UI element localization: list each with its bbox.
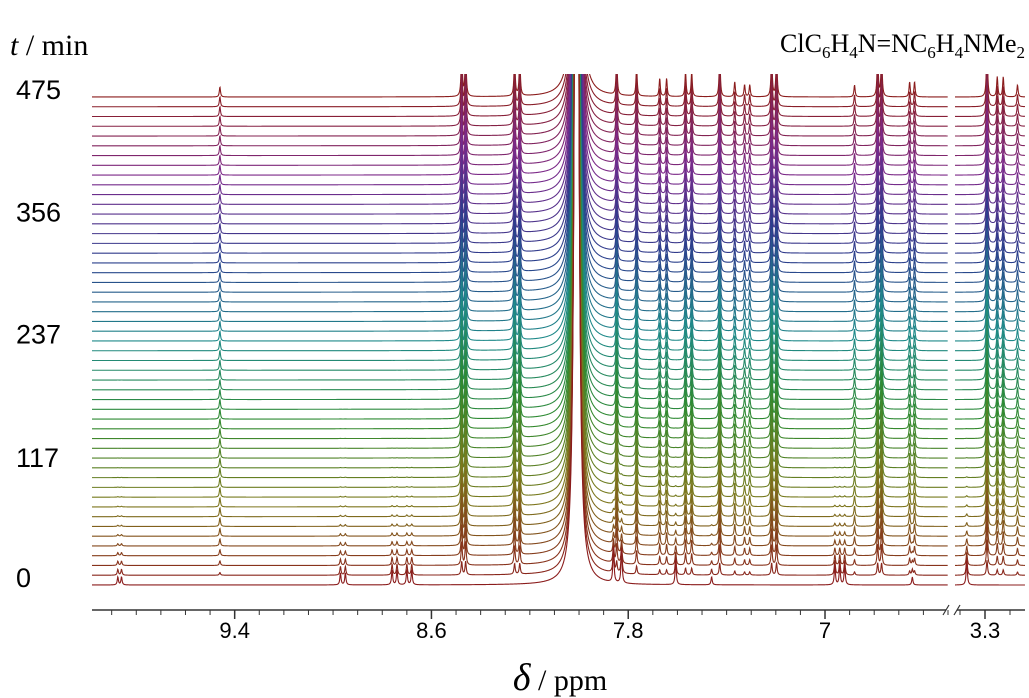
spectrum-trace [92, 74, 1025, 283]
spectrum-trace [92, 74, 1025, 118]
spectrum-trace [92, 74, 1025, 381]
traces [91, 74, 1025, 586]
spectrum-trace [92, 74, 1025, 410]
spectrum-trace [92, 74, 1025, 449]
spectrum-trace [92, 74, 1025, 371]
spectrum-trace [92, 74, 1025, 196]
spectrum-trace [92, 74, 1025, 205]
spectrum-trace [92, 74, 1025, 186]
y-tick-label: 475 [16, 75, 61, 105]
spectrum-trace [92, 74, 1025, 440]
spectrum-trace [92, 74, 1025, 98]
spectrum-trace [92, 74, 1025, 557]
x-tick-label: 8.6 [416, 618, 447, 643]
spectrum-trace [92, 74, 1025, 274]
spectrum-trace [92, 74, 1025, 157]
spectrum-trace [92, 74, 1025, 293]
spectrum-trace [92, 74, 1025, 586]
chart-title: ClC6H4N=NC6H4NMe2 [780, 29, 1025, 62]
spectrum-trace [92, 74, 1025, 225]
spectrum-trace [92, 74, 1025, 469]
spectrum-trace [92, 74, 1025, 147]
spectrum-trace [92, 74, 1025, 127]
spectrum-trace [92, 74, 1025, 264]
x-axis-label: δ / ppm [513, 657, 607, 698]
spectrum-trace [92, 74, 1025, 488]
spectrum-trace [92, 74, 1025, 352]
spectrum-trace [92, 74, 1025, 166]
y-tick-label: 356 [16, 197, 61, 227]
spectrum-trace [92, 74, 1025, 527]
spectrum-trace [92, 74, 1025, 244]
x-tick-label: 9.4 [219, 618, 250, 643]
spectrum-trace [92, 74, 1025, 391]
spectrum-trace [92, 74, 1025, 498]
spectrum-trace [92, 74, 1025, 479]
x-tick-label: 7.8 [613, 618, 644, 643]
spectrum-trace [92, 74, 1025, 459]
spectrum-trace [92, 74, 1025, 323]
spectrum-trace [91, 74, 1025, 576]
x-tick-label: 3.3 [970, 618, 1001, 643]
spectrum-trace [92, 74, 1025, 235]
spectrum-trace [92, 74, 1025, 547]
spectrum-trace [92, 74, 1025, 401]
y-tick-label: 0 [16, 563, 31, 593]
spectrum-trace [92, 74, 1025, 332]
spectrum-trace [92, 74, 1025, 537]
spectrum-trace [92, 74, 1025, 303]
spectrum-trace [92, 74, 1025, 313]
x-tick-label: 7 [819, 618, 831, 643]
spectrum-trace [92, 74, 1025, 215]
y-axis-label: t / min [10, 29, 88, 62]
axis-break [942, 604, 950, 616]
spectrum-trace [92, 74, 1025, 508]
spectrum-trace [92, 74, 1025, 420]
spectrum-trace [92, 74, 1025, 518]
spectrum-trace [92, 74, 1025, 137]
y-tick-label: 117 [16, 443, 59, 473]
spectrum-trace [92, 74, 1025, 176]
spectrum-trace [92, 74, 1025, 108]
spectrum-trace [92, 74, 1025, 362]
spectrum-trace [92, 74, 1025, 430]
spectrum-trace [92, 74, 1025, 342]
spectrum-trace [92, 74, 1025, 254]
spectrum-trace [92, 74, 1025, 567]
y-tick-label: 237 [16, 320, 61, 350]
axis-break [953, 604, 961, 616]
